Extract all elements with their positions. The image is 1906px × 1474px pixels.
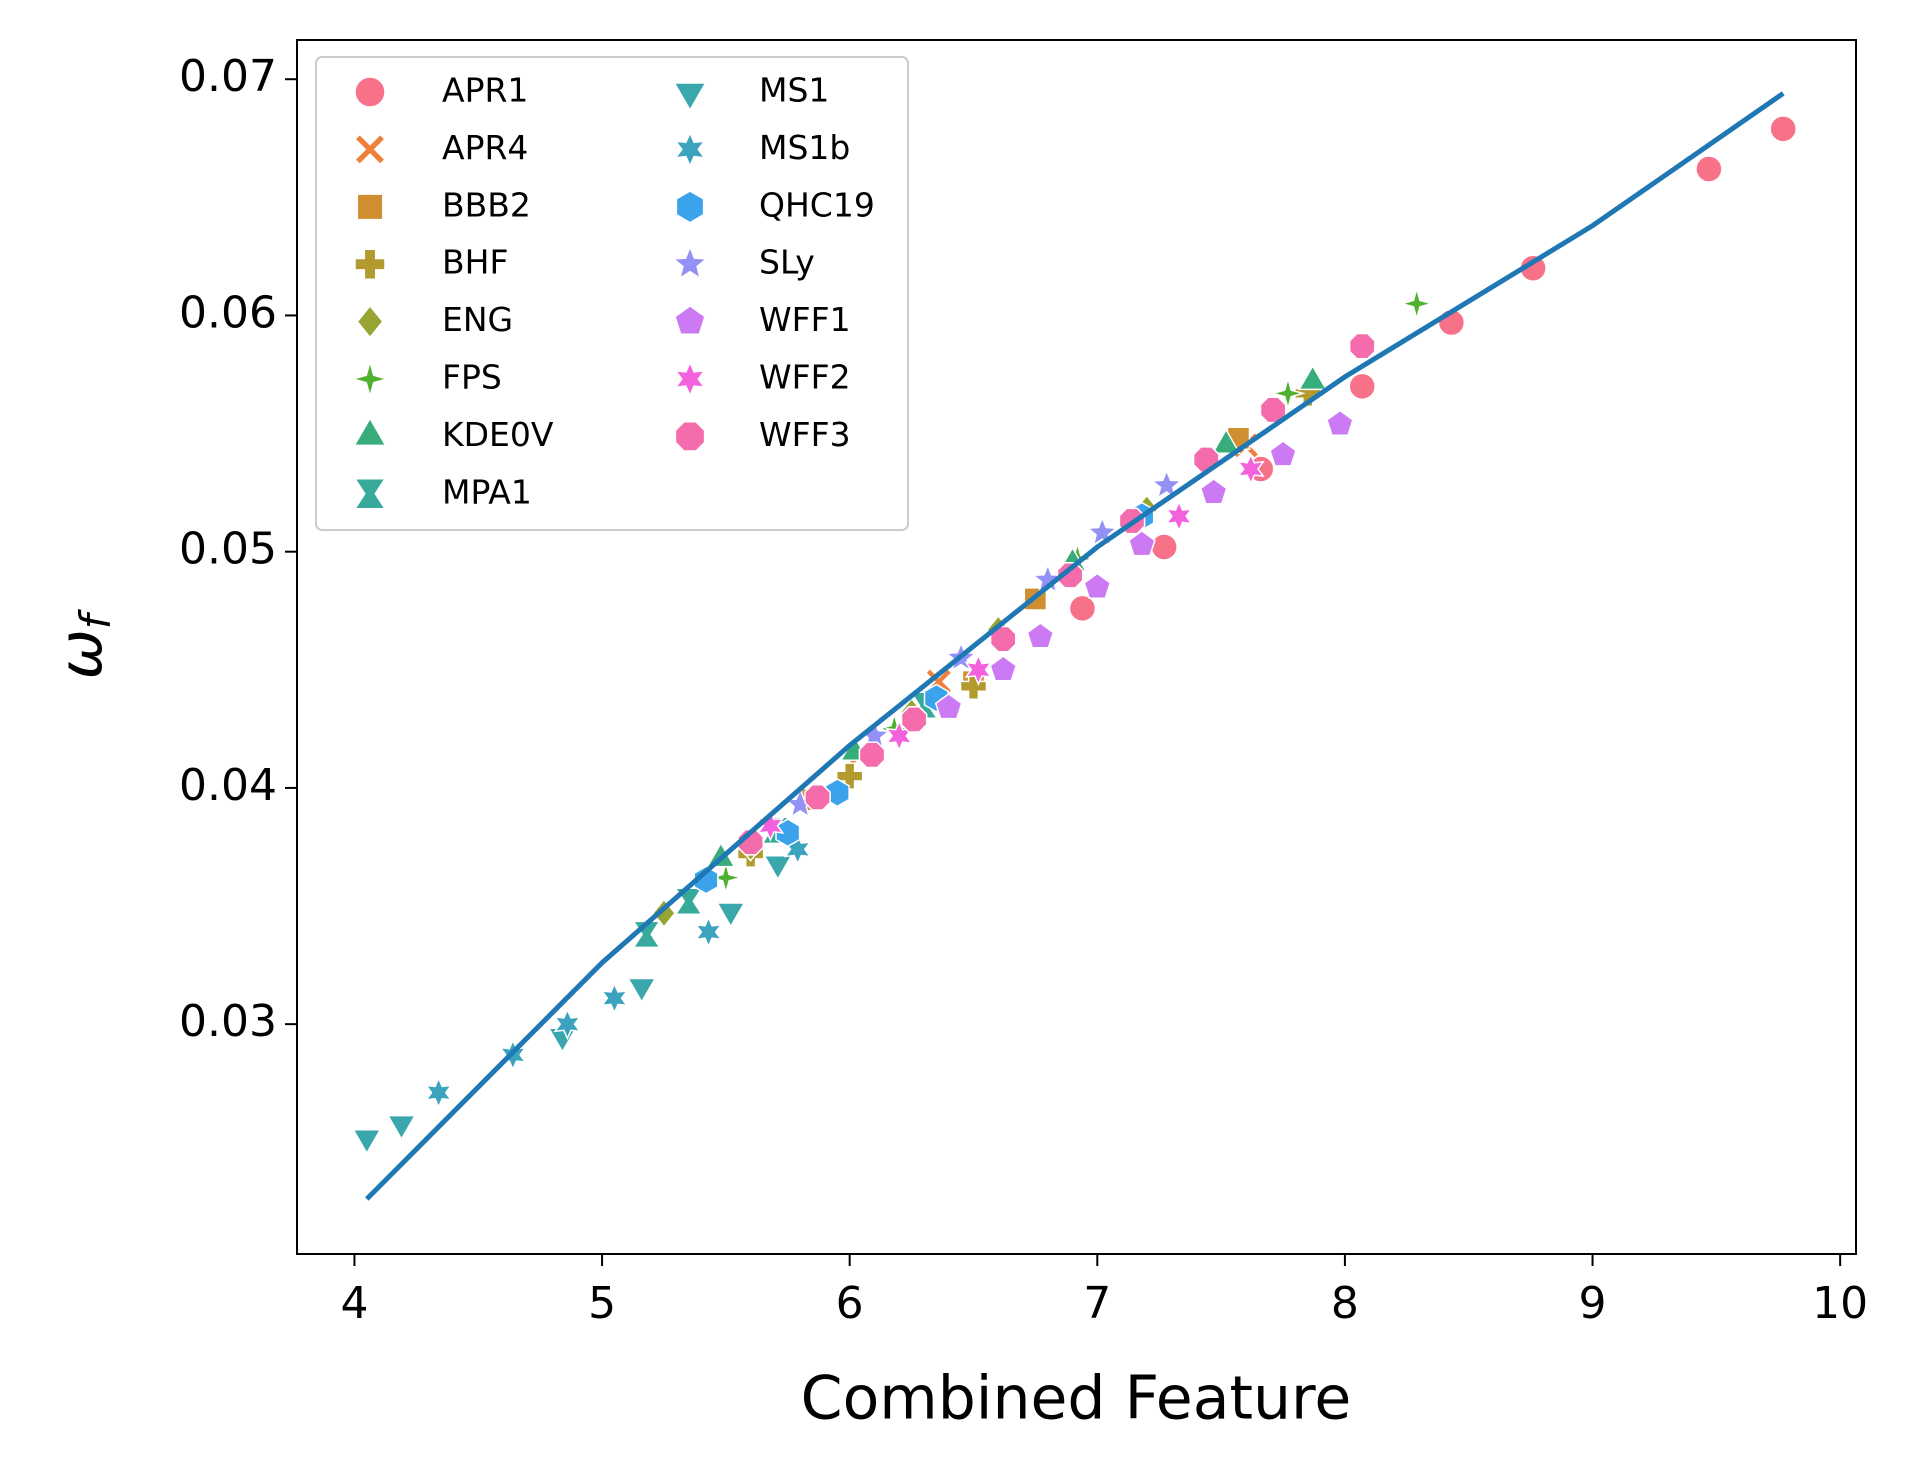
scatter-point [386, 1114, 417, 1141]
x-tick-label: 5 [588, 1278, 616, 1329]
legend-marker [674, 131, 706, 168]
scatter-point [706, 841, 736, 868]
y-tick-label: 0.06 [179, 287, 277, 338]
scatter-point [626, 977, 657, 1004]
scatter-point [900, 706, 928, 733]
scatter-point [1769, 115, 1797, 143]
scatter-point [964, 653, 993, 686]
scatter-point [1297, 364, 1328, 391]
legend-marker [356, 304, 384, 339]
scatter-point [694, 915, 723, 949]
legend-marker [671, 244, 709, 280]
legend-marker [674, 421, 706, 452]
legend-box [315, 56, 909, 531]
scatter-point [1164, 500, 1194, 533]
scatter-point [708, 859, 744, 896]
scatter-point [1056, 561, 1084, 589]
scatter-point [352, 1128, 382, 1155]
legend-label: SLy [759, 243, 815, 282]
legend-label: APR1 [442, 71, 528, 110]
y-tick-label: 0.03 [179, 996, 277, 1047]
scatter-point [989, 655, 1018, 682]
legend-label: WFF2 [759, 358, 851, 397]
scatter-point [934, 692, 963, 720]
legend-label: WFF1 [759, 300, 851, 339]
scatter-point [547, 1027, 578, 1054]
scatter-point [1199, 478, 1228, 505]
scatter-point [804, 784, 831, 811]
y-axis-label-base: ω [46, 629, 116, 679]
x-tick-label: 9 [1579, 1278, 1607, 1329]
x-tick-label: 4 [340, 1278, 368, 1329]
scatter-point [1128, 529, 1156, 557]
x-tick-label: 10 [1812, 1278, 1868, 1329]
scatter-point [1026, 622, 1055, 649]
legend-marker [349, 358, 391, 400]
scatter-point [553, 1007, 582, 1041]
legend-label: BBB2 [442, 185, 531, 224]
scatter-point [824, 778, 850, 808]
legend-marker [673, 82, 707, 112]
legend-marker [675, 190, 705, 224]
axes-frame [296, 39, 1857, 1255]
scatter-point [763, 854, 793, 881]
scatter-point [1150, 468, 1183, 500]
scatter-point [1236, 452, 1265, 486]
x-tick-label: 7 [1083, 1278, 1111, 1329]
legend-marker [354, 248, 386, 280]
legend-marker [353, 478, 387, 510]
scatter-point [756, 809, 785, 842]
scatter-point [1270, 375, 1306, 412]
scatter-point [716, 902, 746, 928]
legend-label: MS1b [759, 128, 850, 167]
fit-line [365, 91, 1785, 1201]
x-tick-label: 6 [836, 1278, 864, 1329]
y-axis-label-sub: f [71, 608, 120, 629]
scatter-point [858, 741, 886, 769]
legend: APR1 APR4 BBB2 BHF ENG FPS KDE0V MPA1 MS1 MS1b QHC… [315, 56, 909, 531]
legend-label: ENG [442, 300, 513, 339]
x-axis-label: Combined Feature [801, 1364, 1352, 1434]
scatter-point [1695, 155, 1723, 183]
scatter-point [1086, 515, 1119, 547]
legend-marker [674, 360, 706, 398]
scatter-point [600, 982, 629, 1015]
scatter-point [1150, 533, 1178, 561]
y-tick-label: 0.07 [179, 51, 277, 102]
scatter-point [1083, 572, 1112, 599]
scatter-point [835, 762, 864, 790]
scatter-point [1398, 285, 1435, 322]
scatter-point [1068, 594, 1097, 623]
legend-marker [674, 304, 706, 336]
legend-label: QHC19 [759, 185, 875, 224]
legend-marker [354, 76, 386, 108]
scatter-point [424, 1076, 453, 1109]
legend-label: MS1 [759, 71, 829, 110]
scatter-point [693, 865, 719, 895]
legend-label: KDE0V [442, 415, 554, 454]
scatter-point [1269, 440, 1297, 467]
legend-label: BHF [442, 243, 508, 282]
legend-label: FPS [442, 358, 502, 397]
legend-marker [353, 416, 387, 447]
y-tick-label: 0.04 [179, 760, 277, 811]
scatter-point [1348, 372, 1377, 401]
y-axis-label: ωf [46, 608, 120, 679]
legend-label: APR4 [442, 128, 528, 167]
y-tick-label: 0.05 [179, 524, 277, 575]
legend-marker [356, 193, 384, 221]
x-tick-label: 8 [1331, 1278, 1359, 1329]
scatter-point [1326, 409, 1354, 436]
scatter-point [1348, 332, 1376, 360]
legend-label: WFF3 [759, 415, 851, 454]
scatter-point [1211, 428, 1241, 454]
legend-marker [353, 133, 387, 166]
legend-label: MPA1 [442, 472, 532, 511]
